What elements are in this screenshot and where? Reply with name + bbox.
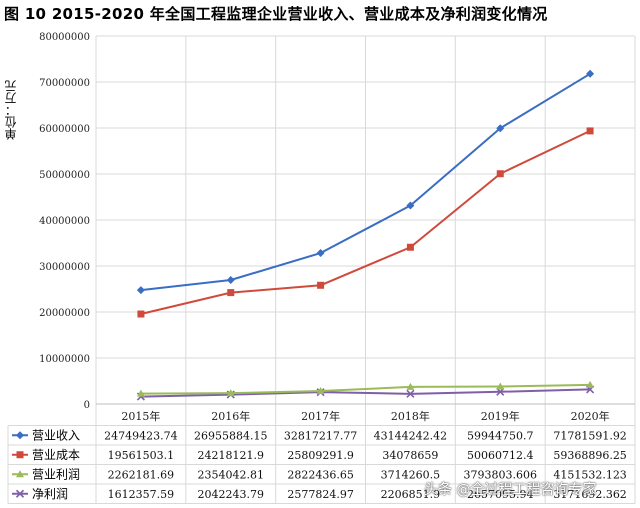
data-point-square: [227, 289, 235, 297]
data-point-triangle: [586, 380, 595, 388]
data-point-triangle: [316, 387, 325, 395]
table-cell: 3793803.606: [464, 469, 537, 482]
y-tick-label: 70000000: [39, 78, 90, 89]
series-line-4: [140, 388, 591, 398]
table-cell: 25809291.9: [287, 449, 353, 462]
table-cell: 59944750.7: [467, 430, 533, 443]
data-point-diamond: [406, 201, 415, 210]
y-tick-label: 30000000: [39, 262, 90, 273]
legend-label: 净利润: [32, 487, 68, 501]
legend-label: 营业利润: [32, 468, 80, 482]
y-tick-label: 80000000: [39, 32, 90, 43]
series-line-2: [140, 130, 591, 315]
table-cell: 2262181.69: [108, 469, 174, 482]
legend-label: 营业收入: [32, 429, 80, 443]
y-tick-label: 50000000: [39, 170, 90, 181]
data-point-diamond: [496, 124, 505, 133]
y-tick-label: 60000000: [39, 124, 90, 135]
x-tick-label: 2015年: [121, 409, 160, 423]
table-cell: 2822436.65: [287, 469, 353, 482]
table-cell: 24749423.74: [104, 430, 177, 443]
x-tick-label: 2017年: [301, 409, 340, 423]
table-cell: 3714260.5: [381, 469, 441, 482]
data-point-diamond: [136, 286, 145, 295]
y-tick-label: 40000000: [39, 216, 90, 227]
data-point-square: [16, 451, 24, 459]
data-point-square: [496, 170, 504, 178]
x-tick-label: 2020年: [571, 409, 610, 423]
data-point-diamond: [586, 69, 595, 78]
table-cell: 3171692.362: [553, 488, 626, 501]
x-tick-label: 2018年: [391, 409, 430, 423]
data-point-triangle: [16, 470, 24, 478]
table-cell: 71781591.92: [553, 430, 626, 443]
data-point-square: [406, 243, 414, 251]
x-tick-label: 2019年: [481, 409, 520, 423]
legend-label: 营业成本: [32, 448, 80, 462]
data-point-x: [15, 489, 25, 498]
y-tick-label: 10000000: [39, 354, 90, 365]
chart-title: 图 10 2015-2020 年全国工程监理企业营业收入、营业成本及净利润变化情…: [4, 5, 548, 23]
y-tick-label: 20000000: [39, 308, 90, 319]
data-point-diamond: [316, 249, 325, 258]
data-point-triangle: [496, 382, 505, 390]
table-cell: 34078659: [382, 449, 438, 462]
data-point-diamond: [226, 276, 235, 285]
table-cell: 26955884.15: [194, 430, 267, 443]
y-tick-label: 0: [84, 400, 90, 411]
watermark: 头条 @全过程工程咨询专家: [424, 482, 597, 498]
series-line-3: [140, 383, 591, 395]
table-cell: 2206851.9: [381, 488, 441, 501]
table-cell: 43144242.42: [374, 430, 447, 443]
data-point-x: [406, 389, 415, 398]
data-point-diamond: [16, 431, 24, 440]
data-point-triangle: [406, 382, 415, 390]
table-cell: 4151532.123: [553, 469, 626, 482]
data-point-square: [317, 281, 325, 289]
table-cell: 1612357.59: [108, 488, 174, 501]
table-cell: 50060712.4: [467, 449, 533, 462]
table-cell: 2354042.81: [198, 469, 264, 482]
data-point-triangle: [136, 389, 145, 397]
x-tick-label: 2016年: [211, 409, 250, 423]
table-cell: 59368896.25: [553, 449, 626, 462]
data-point-square: [137, 310, 145, 318]
table-cell: 24218121.9: [198, 449, 264, 462]
table-cell: 32817217.77: [284, 430, 357, 443]
table-cell: 19561503.1: [108, 449, 174, 462]
data-point-triangle: [226, 389, 235, 397]
table-cell: 2042243.79: [198, 488, 264, 501]
title-bar: 图 10 2015-2020 年全国工程监理企业营业收入、营业成本及净利润变化情…: [0, 0, 640, 26]
data-point-square: [586, 127, 594, 135]
series-line-1: [140, 72, 591, 292]
table-cell: 2657095.94: [467, 488, 533, 501]
table-cell: 2577824.97: [287, 488, 353, 501]
